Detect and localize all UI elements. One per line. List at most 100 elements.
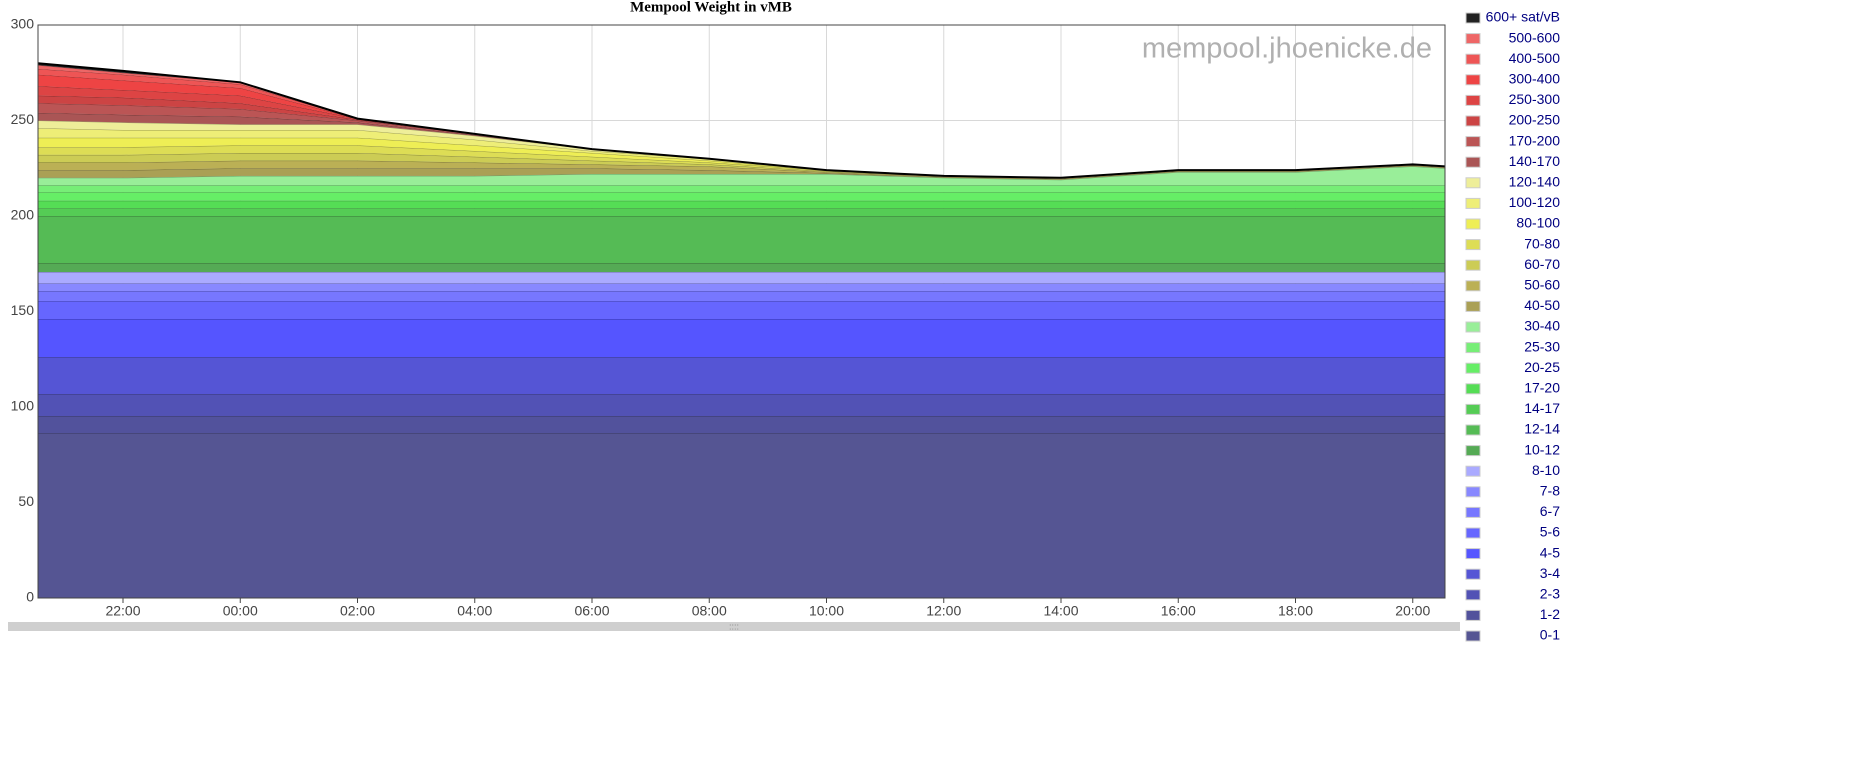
legend-label: 250-300 <box>1509 91 1561 107</box>
legend-label: 60-70 <box>1524 256 1560 272</box>
area <box>38 318 1445 357</box>
x-tick-label: 12:00 <box>926 603 961 619</box>
legend-swatch <box>1465 630 1481 642</box>
legend-swatch <box>1465 259 1481 271</box>
y-tick-label: 0 <box>26 589 34 605</box>
x-tick-label: 22:00 <box>105 603 140 619</box>
legend-label: 300-400 <box>1509 71 1561 87</box>
area <box>38 120 1445 178</box>
area <box>38 200 1445 209</box>
area <box>38 112 1445 178</box>
legend-swatch <box>1465 465 1481 477</box>
area <box>38 95 1445 178</box>
y-tick-label: 150 <box>11 302 35 318</box>
legend-swatch <box>1465 362 1481 374</box>
x-tick-label: 00:00 <box>223 603 258 619</box>
watermark: mempool.jhoenicke.de <box>1142 33 1432 65</box>
x-tick-label: 08:00 <box>692 603 727 619</box>
y-tick-label: 50 <box>18 493 34 509</box>
x-tick-label: 02:00 <box>340 603 375 619</box>
legend-swatch <box>1465 445 1481 457</box>
legend-label: 20-25 <box>1524 359 1560 375</box>
legend-label: 4-5 <box>1540 544 1560 560</box>
legend-label: 40-50 <box>1524 297 1560 313</box>
area <box>38 185 1445 193</box>
legend-label: 12-14 <box>1524 421 1560 437</box>
legend-label: 200-250 <box>1509 112 1561 128</box>
area <box>38 145 1445 178</box>
y-tick-label: 200 <box>11 207 35 223</box>
legend-label: 500-600 <box>1509 29 1561 45</box>
y-tick-label: 100 <box>11 398 35 414</box>
legend-label: 8-10 <box>1532 462 1560 478</box>
legend-swatch <box>1465 527 1481 539</box>
area <box>38 192 1445 201</box>
band-edge <box>37 62 1446 179</box>
legend-swatch <box>1465 74 1481 86</box>
legend-swatch <box>1465 424 1481 436</box>
legend-swatch <box>1465 239 1481 251</box>
x-tick-label: 16:00 <box>1161 603 1196 619</box>
x-tick-label: 14:00 <box>1043 603 1078 619</box>
legend-swatch <box>1465 568 1481 580</box>
area <box>38 86 1445 178</box>
legend-swatch <box>1465 177 1481 189</box>
legend-label: 100-120 <box>1509 194 1561 210</box>
x-tick-label: 18:00 <box>1278 603 1313 619</box>
legend-label: 170-200 <box>1509 132 1561 148</box>
legend-swatch <box>1465 136 1481 148</box>
legend-swatch <box>1465 33 1481 45</box>
legend-swatch <box>1465 506 1481 518</box>
scroll-handle[interactable]: :::: <box>729 621 739 631</box>
area <box>38 300 1445 319</box>
area <box>38 68 1445 178</box>
legend-label: 600+ sat/vB <box>1486 9 1560 25</box>
area <box>38 137 1445 178</box>
area <box>38 432 1445 598</box>
x-tick-label: 06:00 <box>574 603 609 619</box>
legend-label: 140-170 <box>1509 153 1561 169</box>
legend-swatch <box>1465 609 1481 621</box>
legend-label: 0-1 <box>1540 627 1560 643</box>
plot-frame <box>37 24 1446 599</box>
legend-label: 70-80 <box>1524 235 1560 251</box>
legend-swatch <box>1465 94 1481 106</box>
legend-label: 120-140 <box>1509 174 1561 190</box>
legend-label: 400-500 <box>1509 50 1561 66</box>
legend-label: 14-17 <box>1524 400 1560 416</box>
legend-swatch <box>1465 486 1481 498</box>
legend-swatch <box>1465 12 1481 24</box>
y-tick-label: 250 <box>11 111 35 127</box>
x-tick-label: 04:00 <box>457 603 492 619</box>
legend-label: 5-6 <box>1540 524 1560 540</box>
legend-label: 50-60 <box>1524 277 1560 293</box>
chart-title: Mempool Weight in vMB <box>630 0 792 15</box>
legend-swatch <box>1465 342 1481 354</box>
legend-label: 17-20 <box>1524 380 1560 396</box>
area <box>38 356 1445 395</box>
scrollbar[interactable] <box>8 622 1460 631</box>
area <box>38 262 1445 272</box>
legend-label: 2-3 <box>1540 586 1560 602</box>
x-tick-label: 20:00 <box>1395 603 1430 619</box>
legend-swatch <box>1465 403 1481 415</box>
legend-swatch <box>1465 53 1481 65</box>
area <box>38 394 1445 416</box>
area <box>38 165 1445 180</box>
area <box>38 208 1445 216</box>
area <box>38 160 1445 179</box>
legend-label: 6-7 <box>1540 503 1560 519</box>
legend-swatch <box>1465 156 1481 168</box>
area <box>38 271 1445 284</box>
legend-label: 1-2 <box>1540 606 1560 622</box>
area <box>38 166 1445 186</box>
legend-swatch <box>1465 589 1481 601</box>
legend-label: 7-8 <box>1540 483 1560 499</box>
legend-swatch <box>1465 548 1481 560</box>
legend-label: 25-30 <box>1524 338 1560 354</box>
area <box>38 216 1445 263</box>
area <box>38 291 1445 301</box>
legend-label: 30-40 <box>1524 318 1560 334</box>
